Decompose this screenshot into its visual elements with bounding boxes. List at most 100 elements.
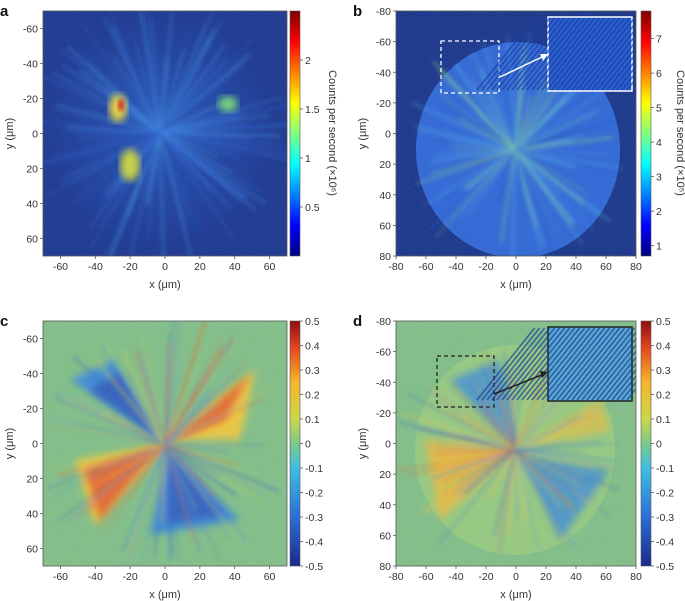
y-tick-label-b: -20 [376,98,391,110]
y-tick-label-b: -40 [376,67,391,79]
colorbar-tick-label-b: 2 [656,206,662,218]
inset-b-arrow [499,55,545,78]
colorbar-b-label: Counts per second (×10⁵) [674,70,685,196]
x-tick-label-d: -60 [418,571,433,583]
x-tick-label-d: 60 [600,571,612,583]
colorbar-tick-label-c: 0.4 [305,341,320,353]
y-tick-label-d: -40 [376,377,391,389]
inset-d-region [436,355,495,408]
y-tick-label-b: 60 [379,220,391,232]
y-tick-label-d: 60 [379,530,391,542]
colorbar-tick-label-b: 3 [656,172,662,184]
panel-label-b: b [353,3,362,20]
x-tick-label-b: -20 [478,261,493,273]
y-tick-label-c: 0 [32,439,38,451]
colorbar-tick-label-d: 0.3 [656,365,671,377]
inset-b-region [440,40,500,94]
colorbar-tick-label-c: -0.4 [305,537,323,549]
colorbar-tick-label-b: 4 [656,137,662,149]
colorbar-tick-label-c: -0.1 [305,463,323,475]
colorbar-c [289,320,301,567]
colorbar-d [640,320,652,567]
colorbar-tick-label-c: 0.5 [305,316,320,328]
colorbar-tick-label-c: 0 [305,439,311,451]
x-axis-label-b: x (μm) [500,279,531,291]
colorbar-tick-label-d: -0.1 [656,463,674,475]
colorbar-tick-label-d: 0.2 [656,390,671,402]
x-tick-label-a: -20 [123,261,138,273]
y-tick-label-a: 0 [32,129,38,141]
colorbar-tick-label-b: 1 [656,241,662,253]
colorbar-tick-label-c: 0.1 [305,414,320,426]
x-tick-label-d: 80 [630,571,642,583]
x-axis-label-c: x (μm) [149,589,180,601]
colorbar-tick-label-b: 5 [656,103,662,115]
x-tick-label-a: -40 [88,261,103,273]
colorbar-a [289,10,301,257]
x-tick-label-b: -40 [448,261,463,273]
y-tick-label-c: 20 [26,474,38,486]
x-tick-label-b: 0 [513,261,519,273]
y-tick-label-a: -60 [23,24,38,36]
y-tick-label-b: 20 [379,159,391,171]
y-tick-label-b: -80 [376,6,391,18]
y-tick-label-d: -60 [376,347,391,359]
inset-d [436,326,636,408]
heatmap-a [43,11,287,256]
y-tick-label-d: 20 [379,469,391,481]
y-tick-label-d: 40 [379,500,391,512]
panel-label-c: c [0,313,8,330]
colorbar-b [640,10,652,257]
y-axis-label-d: y (μm) [357,428,369,459]
colorbar-tick-label-a: 2 [305,55,311,67]
x-tick-label-a: 40 [229,261,241,273]
x-tick-label-c: -40 [88,571,103,583]
y-tick-label-a: -40 [23,59,38,71]
y-tick-label-b: 80 [379,251,391,263]
colorbar-tick-label-a: 0.5 [305,202,320,214]
colorbar-a-label: Counts per second (×10⁶) [326,70,338,196]
y-tick-label-c: 40 [26,509,38,521]
colorbar-tick-label-b: 7 [656,34,662,46]
y-tick-label-d: -80 [376,316,391,328]
x-axis-label-d: x (μm) [500,589,531,601]
x-tick-label-b: 60 [600,261,612,273]
x-tick-label-d: 40 [570,571,582,583]
colorbar-tick-label-c: 0.2 [305,390,320,402]
x-tick-label-d: 0 [513,571,519,583]
y-tick-label-a: 20 [26,164,38,176]
colorbar-tick-label-d: 0.4 [656,341,671,353]
colorbar-tick-label-c: -0.3 [305,512,323,524]
y-tick-label-d: -20 [376,408,391,420]
x-tick-label-b: -80 [388,261,403,273]
y-axis-label-a: y (μm) [4,118,16,149]
x-tick-label-d: -80 [388,571,403,583]
y-tick-label-c: -60 [23,334,38,346]
x-tick-label-c: 60 [264,571,276,583]
y-tick-label-d: 0 [385,439,391,451]
colorbar-tick-label-d: -0.5 [656,561,674,573]
x-tick-label-b: -60 [418,261,433,273]
x-tick-label-b: 40 [570,261,582,273]
panel-label-a: a [0,3,9,20]
x-tick-label-b: 80 [630,261,642,273]
x-tick-label-d: -20 [478,571,493,583]
y-tick-label-a: -20 [23,94,38,106]
colorbar-tick-label-d: 0.5 [656,316,671,328]
colorbar-tick-label-d: 0 [656,439,662,451]
colorbar-tick-label-a: 1 [305,153,311,165]
colorbar-tick-label-d: 0.1 [656,414,671,426]
panel-label-d: d [353,313,362,330]
y-tick-label-c: 60 [26,544,38,556]
x-tick-label-c: 40 [229,571,241,583]
colorbar-tick-label-d: -0.4 [656,537,674,549]
x-tick-label-c: -60 [53,571,68,583]
colorbar-tick-label-a: 1.5 [305,104,320,116]
x-tick-label-c: 20 [194,571,206,583]
x-tick-label-c: -20 [123,571,138,583]
inset-b [440,16,636,94]
x-tick-label-d: 20 [540,571,552,583]
x-axis-label-a: x (μm) [149,279,180,291]
y-tick-label-b: 40 [379,190,391,202]
